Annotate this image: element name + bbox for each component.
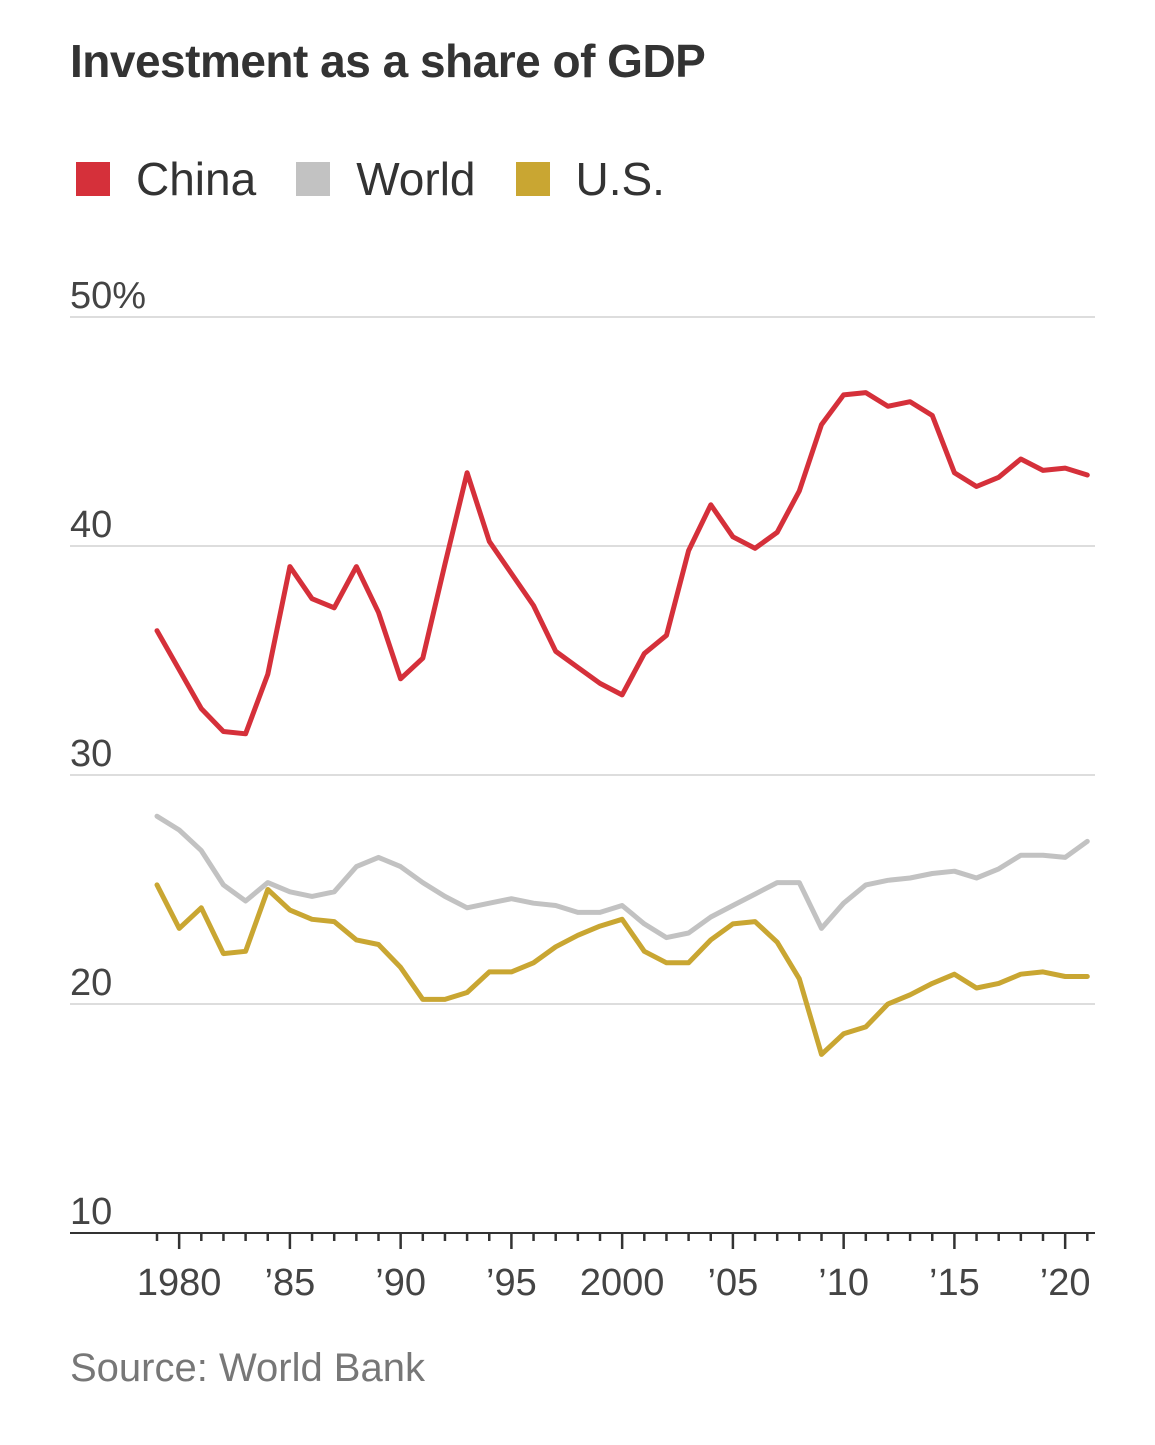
legend-item-china: China bbox=[76, 152, 256, 206]
x-tick-label: ’95 bbox=[486, 1262, 537, 1304]
x-axis: 1980 ’85 ’90 ’95 2000 ’05 ’10 ’15 ’20 bbox=[70, 1232, 1095, 1304]
x-tick-label: ’05 bbox=[708, 1262, 759, 1304]
legend-swatch-us bbox=[515, 162, 550, 196]
legend-label-world: World bbox=[356, 153, 476, 205]
series-line-china bbox=[154, 390, 1090, 737]
y-tick-label: 50% bbox=[70, 275, 146, 317]
y-tick-label: 20 bbox=[70, 962, 112, 1004]
x-tick-label: ’20 bbox=[1040, 1262, 1091, 1304]
x-tick-label: ’15 bbox=[929, 1262, 980, 1304]
y-tick-label: 40 bbox=[70, 504, 112, 546]
series-lines bbox=[154, 390, 1090, 1057]
x-tick-label: ’85 bbox=[265, 1262, 316, 1304]
legend-item-us: U.S. bbox=[515, 152, 665, 206]
x-tick-label: 2000 bbox=[580, 1262, 665, 1304]
x-tick-label: 1980 bbox=[137, 1262, 222, 1304]
x-tick-label: ’10 bbox=[818, 1262, 869, 1304]
y-tick-label: 30 bbox=[70, 733, 112, 775]
source-note: Source: World Bank bbox=[70, 1346, 425, 1390]
gridlines bbox=[70, 316, 1095, 1005]
legend-swatch-world bbox=[296, 162, 331, 196]
x-tick-label: ’90 bbox=[375, 1262, 426, 1304]
line-chart: 50% 40 30 20 10 1980 ’85 ’90 ’95 2000 ’05 ’10 ’15 ’2… bbox=[70, 275, 1095, 1304]
legend-swatch-china bbox=[76, 162, 110, 196]
series-line-us bbox=[154, 882, 1090, 1057]
y-axis-labels: 50% 40 30 20 10 bbox=[70, 275, 146, 1233]
y-tick-label: 10 bbox=[70, 1191, 112, 1233]
series-line-world bbox=[154, 813, 1090, 941]
legend: China World U.S. bbox=[76, 152, 705, 206]
legend-label-us: U.S. bbox=[575, 153, 665, 205]
legend-item-world: World bbox=[296, 152, 476, 206]
legend-label-china: China bbox=[136, 153, 257, 205]
chart-title: Investment as a share of GDP bbox=[70, 35, 706, 87]
